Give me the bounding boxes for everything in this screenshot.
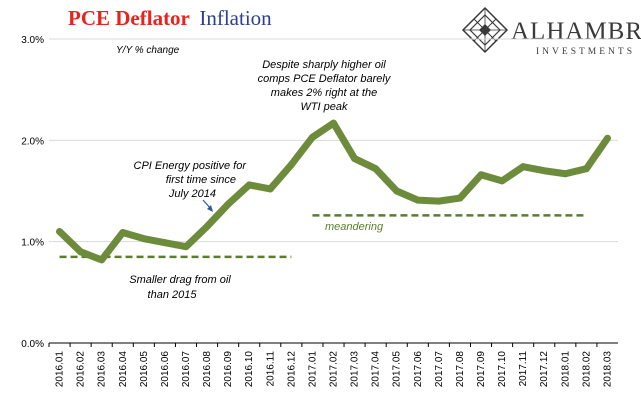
y-tick-label: 2.0%: [21, 136, 44, 147]
x-tick-label: 2017.05: [392, 351, 403, 388]
y-axis-ticks: 0.0% 1.0% 2.0% 3.0%: [21, 35, 44, 350]
data-point-2017.04: [372, 165, 380, 173]
x-tick-label: 2016.12: [286, 351, 297, 388]
x-tick-label: 2016.07: [181, 351, 192, 388]
x-axis-ticks: 2016.01 2016.02 2016.03 2016.04 2016.05 2016.…: [48, 343, 613, 388]
x-tick-label: 2016.08: [202, 351, 213, 388]
annotation-cpi-line1: CPI Energy positive for: [134, 160, 248, 172]
x-tick-label: 2016.01: [55, 351, 66, 388]
data-point-2017.08: [456, 194, 464, 202]
diamond-lattice-icon: [461, 6, 509, 54]
data-point-2016.03: [98, 256, 106, 264]
annotation-cpi-line3: July 2014: [168, 188, 216, 200]
x-tick-label: 2017.12: [539, 351, 550, 388]
annotation-cpi-line2: first time since: [166, 174, 236, 186]
annotation-oil-drag-line2: than 2015: [148, 289, 198, 301]
alhambra-logo: ALHAMBRA INVESTMENTS: [461, 6, 641, 57]
data-point-2018.01: [561, 170, 569, 178]
data-point-2017.02: [330, 119, 337, 127]
data-point-2016.07: [182, 243, 190, 251]
logo-name: ALHAMBRA: [511, 18, 641, 45]
data-point-2016.11: [266, 185, 274, 193]
data-point-2017.10: [498, 177, 506, 185]
x-tick-label: 2016.06: [160, 351, 171, 388]
x-tick-label: 2016.02: [76, 351, 87, 388]
annotation-peak-line4: WTI peak: [300, 101, 348, 113]
x-tick-label: 2018.01: [560, 351, 571, 388]
data-point-2017.03: [351, 155, 358, 162]
data-point-2016.05: [140, 235, 148, 243]
x-tick-label: 2017.02: [329, 351, 340, 388]
x-tick-label: 2017.07: [434, 351, 445, 388]
data-point-2016.06: [161, 239, 169, 247]
x-tick-label: 2016.04: [118, 351, 129, 388]
data-point-2017.06: [414, 196, 422, 204]
x-tick-label: 2016.11: [265, 351, 276, 387]
y-tick-label: 0.0%: [21, 339, 44, 350]
data-point-2018.02: [582, 165, 590, 173]
x-tick-label: 2017.03: [350, 351, 361, 388]
x-tick-label: 2017.10: [497, 351, 508, 388]
x-tick-label: 2018.02: [581, 351, 592, 388]
annotation-arrow: [202, 199, 213, 212]
x-tick-label: 2016.03: [97, 351, 108, 388]
data-point-2016.12: [287, 161, 295, 169]
x-tick-label: 2017.04: [371, 351, 382, 388]
x-tick-label: 2017.11: [518, 351, 529, 387]
data-point-2017.07: [435, 197, 443, 205]
annotation-meandering: meandering: [325, 221, 384, 233]
annotation-peak-line1: Despite sharply higher oil: [262, 59, 386, 71]
data-point-2017.12: [540, 167, 548, 175]
x-tick-label: 2016.05: [139, 351, 150, 388]
data-point-2016.10: [245, 181, 253, 189]
chart-title: PCE Deflator Inflation: [68, 6, 272, 30]
y-tick-label: 3.0%: [21, 35, 44, 46]
x-tick-label: 2017.01: [307, 351, 318, 388]
data-point-2017.09: [477, 171, 485, 179]
annotation-peak-line2: comps PCE Deflator barely: [258, 73, 392, 85]
logo-sub: INVESTMENTS: [536, 47, 635, 57]
data-point-2017.05: [393, 187, 401, 195]
data-point-2018.03: [604, 134, 611, 142]
data-point-2016.08: [203, 223, 211, 230]
data-point-2016.09: [224, 200, 232, 208]
data-point-2016.01: [56, 228, 63, 235]
x-tick-label: 2017.09: [476, 351, 487, 388]
title-part-blue: Inflation: [199, 6, 272, 30]
y-axis-label: Y/Y % change: [116, 45, 180, 56]
annotation-oil-drag-line1: Smaller drag from oil: [129, 274, 231, 286]
data-point-2016.02: [77, 248, 85, 256]
x-tick-label: 2016.09: [223, 351, 234, 388]
data-points: [56, 119, 611, 264]
annotation-peak-line3: makes 2% right at the: [271, 87, 377, 99]
x-tick-label: 2018.03: [602, 351, 613, 388]
data-point-2016.04: [119, 229, 127, 236]
data-point-2017.01: [309, 133, 316, 141]
x-tick-label: 2017.06: [413, 351, 424, 388]
x-tick-label: 2016.10: [244, 351, 255, 388]
title-part-red: PCE Deflator: [68, 6, 190, 30]
data-point-2017.11: [519, 163, 527, 171]
x-tick-label: 2017.08: [455, 351, 466, 388]
y-tick-label: 1.0%: [21, 238, 44, 249]
